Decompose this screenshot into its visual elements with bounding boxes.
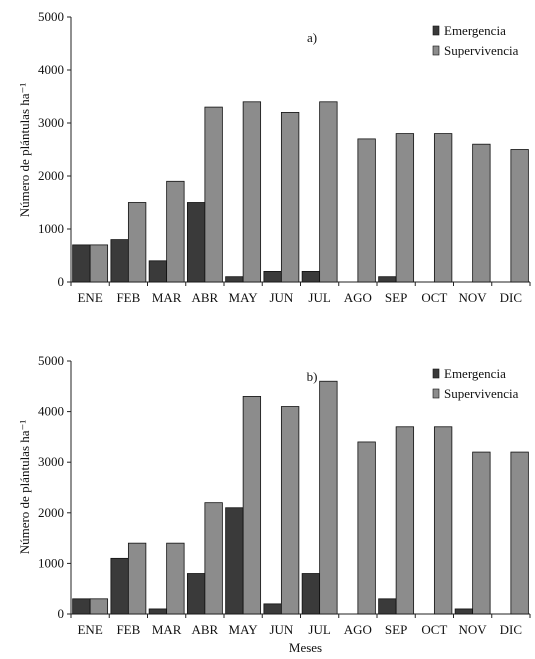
legend-swatch-supervivencia [432,45,440,56]
legend-label-supervivencia: Supervivencia [444,386,519,401]
x-tick-label: OCT [421,290,447,305]
bar-supervivencia-nov [472,143,491,283]
y-tick-label: 2000 [38,505,64,520]
x-tick-label: NOV [459,290,488,305]
bar-supervivencia-ago [357,441,376,615]
legend-swatch-emergencia [432,368,440,379]
x-tick-label: FEB [116,290,140,305]
bar-supervivencia-feb [127,542,147,615]
x-tick-label: AGO [344,622,372,637]
x-axis-label: Meses [289,640,322,655]
bar-emergencia-nov [454,608,474,615]
panel-label: a) [307,30,317,45]
x-tick-label: ENE [77,290,102,305]
bar-supervivencia-ene [89,598,109,615]
y-tick-label: 2000 [38,168,64,183]
y-tick-label: 4000 [38,62,64,77]
x-tick-label: MAY [229,622,259,637]
x-tick-label: ABR [192,622,219,637]
bar-supervivencia-sep [395,133,415,283]
legend-label-emergencia: Emergencia [444,366,506,381]
legend-swatch-emergencia [432,25,440,36]
y-tick-label: 3000 [38,454,64,469]
bar-supervivencia-mar [166,180,185,283]
bar-emergencia-may [225,276,244,283]
y-tick-label: 4000 [38,404,64,419]
bar-supervivencia-dic [510,149,529,283]
bar-emergencia-feb [110,557,129,615]
legend-swatch-supervivencia [432,388,440,399]
chart-panel-b: 0 1000 2000 3000 4000 5000 ENE FEB MAR ABR MAY JUN J… [17,353,531,655]
y-axis-label: Número de plántulas ha⁻¹ [17,420,32,555]
bar-supervivencia-dic [510,451,529,615]
panel-label: b) [307,369,318,384]
bar-supervivencia-jul [319,101,338,283]
bar-supervivencia-ago [357,138,376,283]
y-tick-label: 1000 [38,555,64,570]
bar-emergencia-jun [263,603,282,615]
bar-emergencia-mar [148,608,168,615]
y-tick-label: 5000 [38,353,64,368]
x-tick-label: JUN [269,622,293,637]
x-tick-label: ABR [192,290,219,305]
bar-emergencia-feb [110,239,129,283]
bar-supervivencia-sep [395,426,415,615]
x-tick-label: MAR [152,622,182,637]
bar-emergencia-jun [263,270,282,283]
x-tick-label: OCT [421,622,447,637]
bar-emergencia-ene [72,244,91,283]
bar-supervivencia-may [242,396,262,615]
bar-emergencia-sep [378,276,397,283]
x-tick-label: DIC [500,290,522,305]
x-tick-label: AGO [344,290,372,305]
x-tick-label: MAY [229,290,259,305]
bar-supervivencia-mar [166,542,185,615]
bar-emergencia-abr [186,202,206,283]
bar-emergencia-jul [301,270,321,283]
x-tick-label: FEB [116,622,140,637]
y-tick-label: 1000 [38,221,64,236]
bar-emergencia-abr [186,573,206,615]
y-tick-label: 3000 [38,115,64,130]
x-tick-label: JUN [269,290,293,305]
x-tick-label: NOV [459,622,488,637]
bar-supervivencia-oct [433,426,453,615]
bar-supervivencia-nov [472,451,491,615]
bar-supervivencia-jul [319,380,338,615]
x-tick-label: SEP [385,290,407,305]
bar-supervivencia-may [242,101,262,283]
x-tick-label: JUL [308,622,330,637]
y-tick-label: 0 [58,274,65,289]
y-axis-label: Número de plántulas ha⁻¹ [17,83,32,218]
bar-supervivencia-feb [127,202,147,283]
chart-panel-a: 0 1000 2000 3000 4000 5000 ENE FEB MAR ABR MAY JUN J… [17,9,531,305]
y-tick-label: 0 [58,606,65,621]
bar-emergencia-may [225,507,244,615]
bar-supervivencia-abr [204,106,223,283]
y-tick-label: 5000 [38,9,64,24]
legend-label-emergencia: Emergencia [444,23,506,38]
bar-supervivencia-jun [280,406,300,615]
bar-supervivencia-abr [204,502,223,615]
bar-emergencia-mar [148,260,168,283]
legend-label-supervivencia: Supervivencia [444,43,519,58]
bar-supervivencia-jun [280,112,300,283]
bar-emergencia-sep [378,598,397,615]
x-tick-label: DIC [500,622,522,637]
x-tick-label: ENE [77,622,102,637]
bar-emergencia-jul [301,573,321,615]
bar-emergencia-ene [72,598,91,615]
bar-supervivencia-ene [89,244,109,283]
bar-supervivencia-oct [433,133,453,283]
x-tick-label: JUL [308,290,330,305]
x-tick-label: SEP [385,622,407,637]
x-tick-label: MAR [152,290,182,305]
